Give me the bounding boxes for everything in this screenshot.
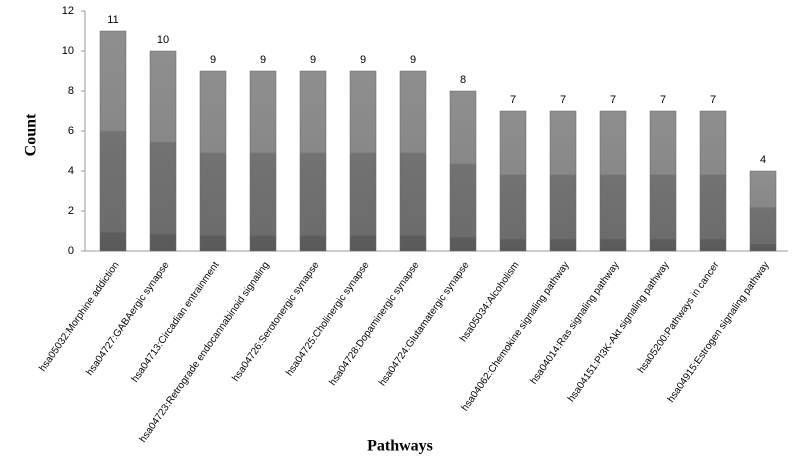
value-label: 9 [210,54,216,66]
bar [649,110,677,252]
bar [249,70,277,252]
value-label: 4 [760,154,766,166]
y-tick-label: 12 [62,5,74,17]
x-tick-label: hsa04728:Dopaminergic synapse [327,260,421,388]
x-tick-label: hsa04062:Chemokine signaling pathway [460,260,572,413]
value-label: 9 [260,54,266,66]
x-axis-title: Pathways [367,438,433,455]
value-label: 9 [360,54,366,66]
bar [199,70,227,252]
value-label: 7 [710,94,716,106]
x-tick-label: hsa05032:Morphine addiction [37,260,121,374]
x-tick-label: hsa04726:Serotonergic synapse [230,260,322,384]
bar [599,110,627,252]
value-label: 8 [460,74,466,86]
bar [749,170,777,252]
y-tick-label: 2 [68,205,74,217]
bar [499,110,527,252]
bar [699,110,727,252]
x-tick-label: hsa04915:Estrogen signaling pathway [666,260,772,405]
value-label: 7 [510,94,516,106]
value-label: 7 [610,94,616,106]
bar [99,30,127,252]
x-tick-label: hsa04014:Ras signaling pathway [528,260,621,387]
y-tick-label: 6 [68,125,74,137]
x-tick-label: hsa04725:Cholinergic synapse [284,260,372,379]
bar [349,70,377,252]
value-label: 9 [410,54,416,66]
value-label: 7 [560,94,566,106]
bar [549,110,577,252]
y-tick-label: 10 [62,45,74,57]
x-tick-label: hsa04724:Glutamatergic synapse [377,260,472,389]
value-label: 11 [107,14,118,26]
bar [399,70,427,252]
x-tick-label: hsa04151:PI3K-Akt signaling pathway [566,260,672,404]
bar [449,90,477,252]
y-tick-label: 4 [68,165,74,177]
y-axis-title: Count [23,113,40,156]
bar [149,50,177,252]
y-tick-label: 8 [68,85,74,97]
value-label: 7 [660,94,666,106]
bar [299,70,327,252]
x-tick-label: hsa04713:Circadian entrainment [130,260,222,385]
value-label: 10 [157,34,169,46]
value-label: 9 [310,54,316,66]
x-tick-label: hsa04727:GABAergic synapse [84,260,171,378]
x-tick-label: hsa05200:Pathways in cancer [636,259,722,375]
y-tick-label: 0 [68,245,74,257]
